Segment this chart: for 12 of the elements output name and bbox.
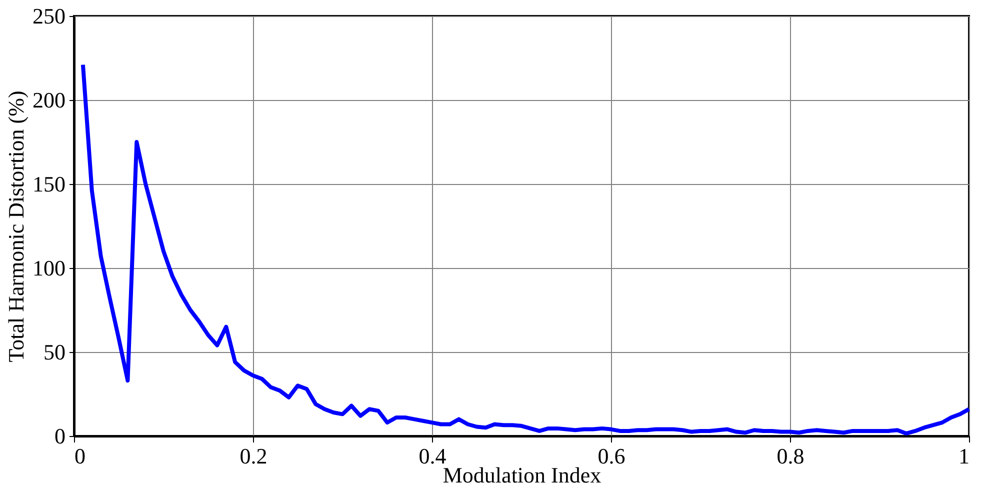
y-tick-label: 200: [32, 88, 66, 112]
x-tick-label: 0.2: [240, 444, 268, 468]
y-tick-label: 50: [44, 340, 66, 364]
line-series: [80, 62, 971, 436]
x-tick-label: 1: [958, 444, 970, 468]
y-tick-label: 100: [32, 256, 66, 280]
y-tick-label: 0: [54, 424, 66, 448]
x-tick-label: 0: [74, 444, 86, 468]
x-tick-label: 0.8: [776, 444, 804, 468]
y-tick-label: 150: [32, 172, 66, 196]
y-tick-label: 250: [32, 4, 66, 28]
y-axis-title: Total Harmonic Distortion (%): [4, 90, 28, 362]
